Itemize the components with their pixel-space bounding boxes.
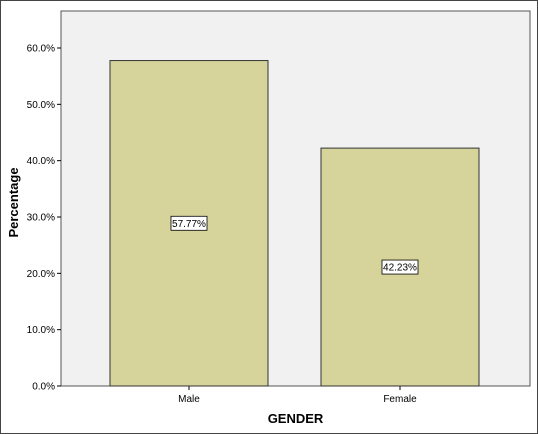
y-axis: 0.0% 10.0% 20.0% 30.0% 40.0% 50.0% 60.0% [27, 44, 61, 393]
x-tick-label: Male [178, 394, 200, 405]
data-label: 57.77% [172, 219, 206, 230]
data-labels: 57.77% 42.23% [170, 215, 419, 275]
y-axis-title: Percentage [6, 167, 21, 237]
bars [109, 60, 480, 387]
y-tick-label: 20.0% [27, 269, 55, 280]
x-axis-title: GENDER [268, 411, 324, 426]
y-tick-label: 60.0% [27, 44, 55, 55]
y-tick-label: 50.0% [27, 100, 55, 111]
y-tick-label: 10.0% [27, 325, 55, 336]
y-tick-label: 0.0% [32, 382, 55, 393]
y-tick-label: 30.0% [27, 213, 55, 224]
y-tick-label: 40.0% [27, 156, 55, 167]
data-label: 42.23% [383, 263, 417, 274]
data-label-box [170, 215, 208, 231]
x-axis: Male Female [178, 386, 417, 405]
x-tick-label: Female [383, 394, 417, 405]
data-label-box [381, 259, 419, 275]
